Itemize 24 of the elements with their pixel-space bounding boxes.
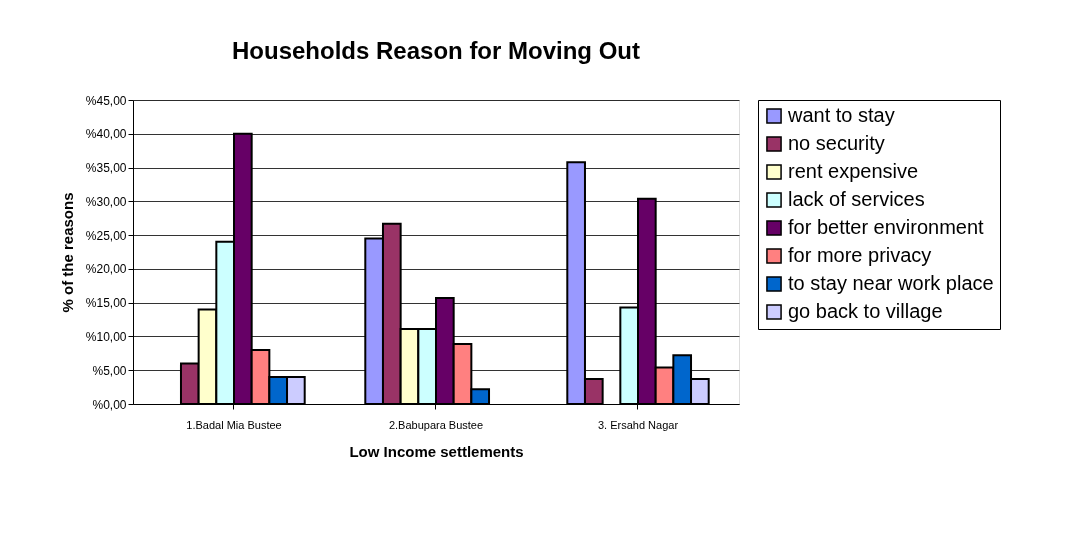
y-tick-label: %5,00 — [92, 363, 127, 378]
legend-label: no security — [788, 132, 885, 154]
x-tick-label: 3. Ersahd Nagar — [597, 418, 679, 431]
y-axis-title: % of the reasons — [58, 192, 76, 313]
legend-label: go back to village — [788, 300, 943, 322]
legend-label: for better environment — [788, 216, 985, 238]
legend-label: lack of services — [788, 188, 925, 210]
legend-label: rent expensive — [788, 160, 919, 182]
y-tick-label: %15,00 — [85, 296, 127, 311]
y-tick-label: %35,00 — [85, 161, 127, 176]
x-axis-title: Low Income settlements — [349, 442, 524, 460]
legend-label: want to stay — [787, 104, 895, 126]
y-tick-label: %40,00 — [85, 127, 127, 142]
x-tick-label: 2.Babupara Bustee — [388, 418, 484, 431]
x-tick-label: 1.Badal Mia Bustee — [186, 418, 282, 431]
y-tick-label: %10,00 — [85, 329, 127, 344]
y-tick-label: %30,00 — [85, 194, 127, 209]
y-tick-label: %25,00 — [85, 228, 127, 243]
y-tick-label: %20,00 — [85, 262, 127, 277]
y-tick-label: %45,00 — [85, 93, 127, 108]
legend-label: to stay near work place — [788, 272, 994, 294]
legend-label: for more privacy — [788, 244, 932, 266]
chart-title: Households Reason for Moving Out — [231, 37, 641, 64]
y-tick-label: %0,00 — [92, 397, 127, 412]
